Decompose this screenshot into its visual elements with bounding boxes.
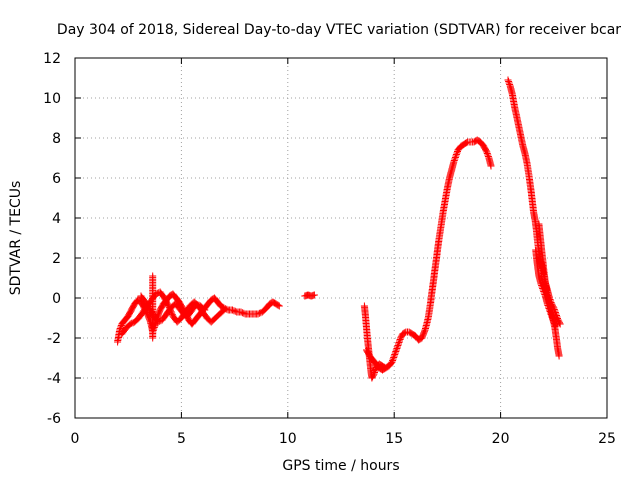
data-point (274, 301, 282, 309)
x-tick-label: 15 (385, 431, 403, 447)
y-tick-label: -6 (47, 411, 61, 427)
data-point (505, 78, 513, 85)
data-markers (114, 76, 564, 382)
data-point (371, 367, 379, 375)
data-point (240, 309, 248, 317)
data-point (504, 76, 512, 84)
data-point (484, 151, 492, 159)
x-tick-label: 0 (71, 431, 80, 447)
y-tick-label: 0 (52, 291, 61, 307)
x-tick-label: 5 (177, 431, 186, 447)
data-point (547, 311, 555, 318)
data-point (392, 346, 400, 354)
data-point (451, 155, 459, 163)
data-point (540, 289, 548, 297)
data-point (539, 285, 547, 292)
data-point (389, 355, 397, 363)
x-axis-label: GPS time / hours (282, 458, 399, 474)
axis-ticks: 0 5 10 15 20 25 -6 -4 -2 0 2 4 6 8 10 12 (43, 51, 616, 447)
data-point (555, 352, 563, 360)
grid-lines (75, 58, 607, 418)
data-point (452, 151, 460, 158)
data-point (275, 302, 283, 310)
data-point (396, 337, 403, 345)
data-point (505, 79, 513, 87)
data-point (382, 364, 390, 372)
x-tick-label: 20 (492, 431, 510, 447)
data-point (394, 342, 402, 349)
data-point (200, 305, 208, 313)
data-point (551, 321, 559, 329)
data-point (552, 322, 560, 330)
y-tick-label: 4 (52, 211, 61, 227)
data-point (537, 280, 545, 288)
data-point (391, 351, 399, 358)
data-point (219, 307, 227, 315)
data-point (126, 320, 134, 328)
y-axis-label: SDTVAR / TECUs (8, 181, 24, 296)
data-point (310, 291, 318, 299)
data-point (149, 334, 157, 342)
y-tick-label: 10 (43, 91, 61, 107)
data-point (546, 306, 553, 314)
y-tick-label: 2 (52, 251, 61, 267)
data-point (544, 302, 552, 309)
y-tick-label: -2 (47, 331, 61, 347)
data-point (194, 301, 202, 309)
x-tick-label: 25 (598, 431, 616, 447)
data-point (255, 309, 263, 317)
data-point (381, 365, 389, 373)
data-point (201, 306, 209, 314)
data-point (180, 310, 187, 318)
data-point (220, 306, 228, 314)
y-tick-label: 6 (52, 171, 61, 187)
plot-frame (74, 57, 608, 419)
data-point (487, 162, 495, 170)
data-point (556, 319, 563, 327)
data-point (549, 315, 557, 323)
y-tick-label: 8 (52, 131, 61, 147)
x-tick-label: 10 (279, 431, 297, 447)
y-tick-label: -4 (47, 371, 61, 387)
y-tick-label: 12 (43, 51, 61, 67)
data-point (128, 319, 136, 327)
chart-title: Day 304 of 2018, Sidereal Day-to-day VTE… (57, 22, 621, 38)
data-point (556, 320, 564, 328)
data-point (116, 325, 124, 332)
